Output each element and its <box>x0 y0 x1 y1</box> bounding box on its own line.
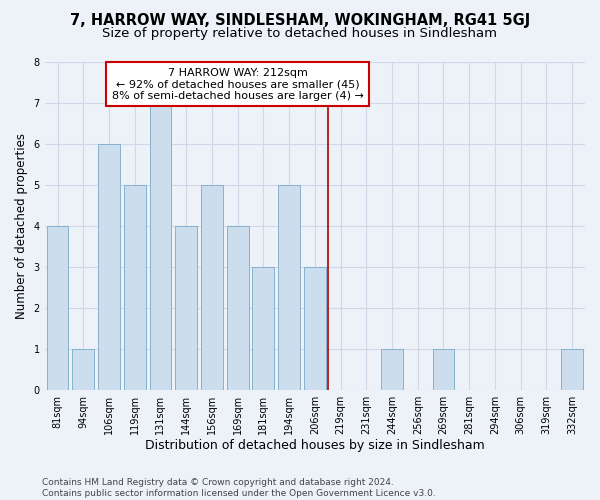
Bar <box>304 266 326 390</box>
Text: 7 HARROW WAY: 212sqm
← 92% of detached houses are smaller (45)
8% of semi-detach: 7 HARROW WAY: 212sqm ← 92% of detached h… <box>112 68 364 101</box>
X-axis label: Distribution of detached houses by size in Sindlesham: Distribution of detached houses by size … <box>145 440 485 452</box>
Bar <box>98 144 120 390</box>
Bar <box>175 226 197 390</box>
Bar <box>73 348 94 390</box>
Bar <box>381 348 403 390</box>
Bar <box>201 184 223 390</box>
Text: Contains HM Land Registry data © Crown copyright and database right 2024.
Contai: Contains HM Land Registry data © Crown c… <box>42 478 436 498</box>
Bar <box>47 226 68 390</box>
Bar <box>253 266 274 390</box>
Bar <box>149 102 172 390</box>
Bar <box>278 184 300 390</box>
Bar <box>227 226 248 390</box>
Text: Size of property relative to detached houses in Sindlesham: Size of property relative to detached ho… <box>103 28 497 40</box>
Bar <box>433 348 454 390</box>
Bar <box>124 184 146 390</box>
Text: 7, HARROW WAY, SINDLESHAM, WOKINGHAM, RG41 5GJ: 7, HARROW WAY, SINDLESHAM, WOKINGHAM, RG… <box>70 12 530 28</box>
Bar <box>561 348 583 390</box>
Y-axis label: Number of detached properties: Number of detached properties <box>15 132 28 318</box>
